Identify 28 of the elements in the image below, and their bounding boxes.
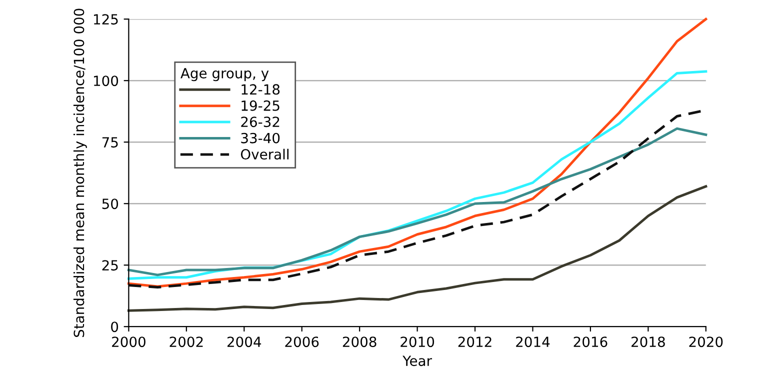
legend-label: 33-40 <box>241 132 280 144</box>
legend-label: 19-25 <box>242 100 280 111</box>
x-tick-label: 2010 <box>400 336 434 348</box>
x-axis-title: Year <box>402 356 432 366</box>
legend-label: 12-18 <box>242 84 280 95</box>
line-series <box>127 127 708 276</box>
x-tick-label: 2014 <box>516 336 550 348</box>
x-tick-label: 2018 <box>632 336 665 348</box>
x-tick-label: 2006 <box>285 336 319 348</box>
x-tick-label: 2000 <box>112 336 146 348</box>
x-tick-label: 2016 <box>574 336 608 348</box>
y-axis-title: Standardized mean monthly incidence/100 000 <box>73 8 87 337</box>
line-series <box>127 185 708 312</box>
x-tick-label: 2008 <box>342 336 376 348</box>
x-tick-label: 2002 <box>170 336 203 348</box>
y-tick-label: 50 <box>102 198 118 210</box>
x-tick-label: 2012 <box>458 336 492 348</box>
line-series <box>127 18 708 288</box>
legend-label: Overall <box>240 148 288 160</box>
y-tick-label: 125 <box>94 14 118 25</box>
y-tick-label: 100 <box>94 76 118 86</box>
y-tick-label: 0 <box>111 322 118 332</box>
x-tick-label: 2020 <box>689 336 723 348</box>
legend-label: 26-32 <box>241 116 280 128</box>
x-tick-label: 2004 <box>227 336 262 348</box>
legend-title: Age group, y <box>180 68 269 82</box>
y-tick-label: 75 <box>102 137 118 148</box>
y-tick-label: 25 <box>102 260 118 271</box>
